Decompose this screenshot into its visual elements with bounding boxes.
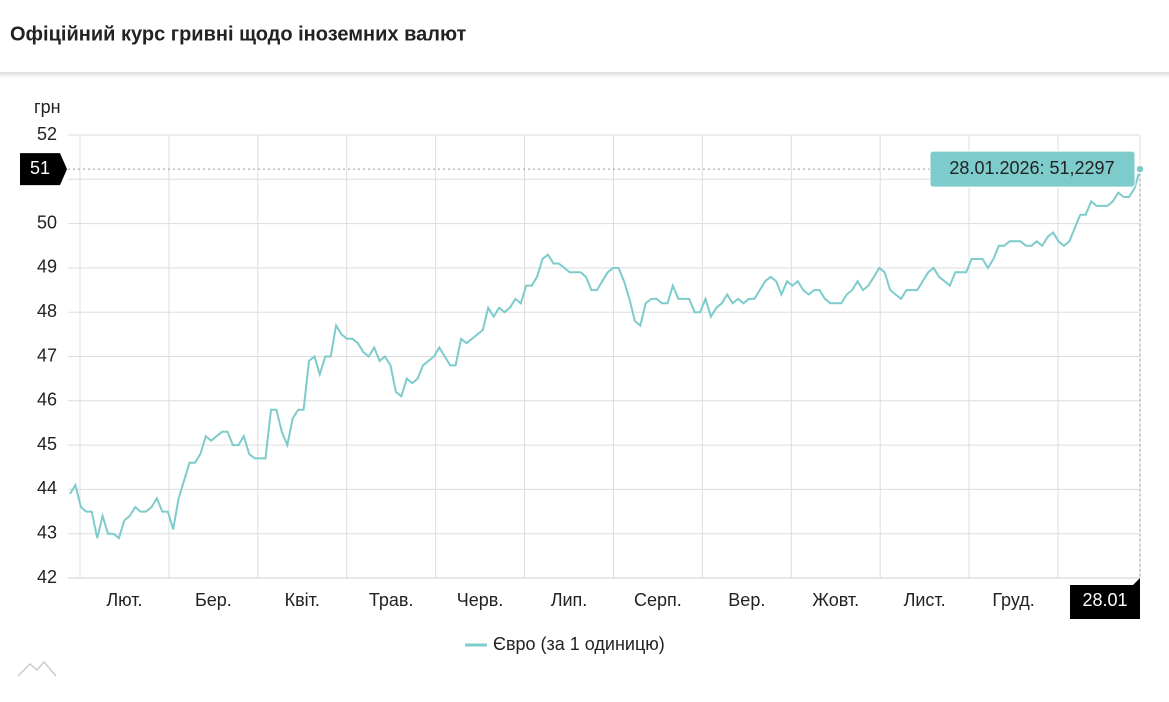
y-crosshair-box <box>20 153 67 186</box>
y-tick-label: 43 <box>37 522 57 542</box>
x-tick-label: Квіт. <box>285 590 320 610</box>
y-tick-label: 42 <box>37 567 57 587</box>
legend-label: Євро (за 1 одиницю) <box>493 634 665 654</box>
x-tick-label: Груд. <box>992 590 1034 610</box>
x-tick-label: Лип. <box>551 590 588 610</box>
tooltip-label: 28.01.2026: 51,2297 <box>949 158 1114 178</box>
y-tick-label: 50 <box>37 212 57 232</box>
y-crosshair-label: 51 <box>30 158 50 178</box>
logo <box>17 660 57 677</box>
y-tick-label: 47 <box>37 345 57 365</box>
y-tick-label: 44 <box>37 478 57 498</box>
x-crosshair-box <box>1070 578 1140 619</box>
y-tick-label: 49 <box>37 257 57 277</box>
y-tick-label: 45 <box>37 434 57 454</box>
x-tick-label: Лют. <box>106 590 142 610</box>
x-tick-label: Серп. <box>634 590 682 610</box>
highlight-point <box>1135 164 1145 174</box>
y-tick-label: 48 <box>37 301 57 321</box>
y-unit: грн <box>34 97 61 117</box>
x-tick-label: Трав. <box>369 590 414 610</box>
x-tick-label: Лист. <box>904 590 946 610</box>
y-tick-label: 52 <box>37 124 57 144</box>
header-shadow <box>0 72 1169 78</box>
x-crosshair-label: 28.01 <box>1082 590 1127 610</box>
x-tick-label: Вер. <box>728 590 765 610</box>
y-tick-label: 46 <box>37 390 57 410</box>
x-tick-label: Жовт. <box>812 590 859 610</box>
series-line <box>69 168 1141 540</box>
chart-title: Офіційний курс гривні щодо іноземних вал… <box>10 23 467 45</box>
x-tick-label: Бер. <box>195 590 232 610</box>
tooltip-box <box>929 150 1136 188</box>
x-tick-label: Черв. <box>457 590 504 610</box>
